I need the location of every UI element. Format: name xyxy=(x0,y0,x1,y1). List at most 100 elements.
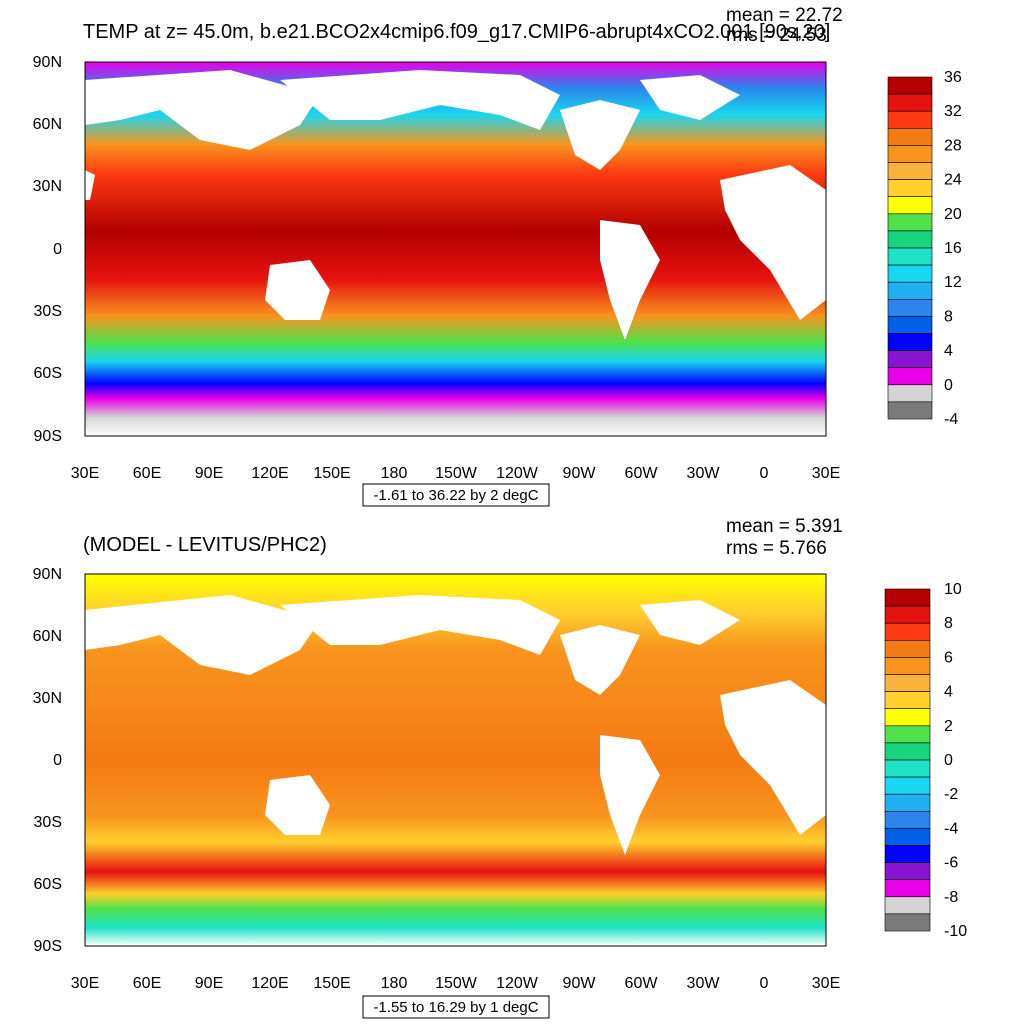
panel-2-mean: mean = 5.391 xyxy=(726,516,843,537)
colorbar-label: -2 xyxy=(944,786,958,803)
colorbar-swatch xyxy=(887,298,933,317)
colorbar-label: -10 xyxy=(944,923,967,940)
lat-tick-label: 30S xyxy=(34,814,62,831)
colorbar-swatch xyxy=(887,213,933,232)
lat-tick-label: 60S xyxy=(34,365,62,382)
colorbar-swatch xyxy=(887,281,933,300)
panel-2-range-box: -1.55 to 16.29 by 1 degC xyxy=(362,995,550,1019)
colorbar-swatch xyxy=(884,691,931,709)
lon-tick-label: 120W xyxy=(496,465,539,482)
panel-2-lon-axis: 30E 60E 90E 120E 150E 180 150W 120W 90W … xyxy=(71,975,840,992)
lon-tick-label: 60W xyxy=(625,465,659,482)
colorbar-label: 10 xyxy=(944,581,962,598)
lon-tick-label: 150W xyxy=(435,975,478,992)
lon-tick-label: 90E xyxy=(195,465,223,482)
lon-tick-label: 30E xyxy=(812,975,840,992)
lon-tick-label: 60E xyxy=(133,975,161,992)
colorbar-swatch xyxy=(887,110,933,129)
colorbar-swatch xyxy=(884,639,931,658)
lon-tick-label: 150W xyxy=(435,465,478,482)
lon-tick-label: 60W xyxy=(625,975,659,992)
panel-1-lon-axis: 30E 60E 90E 120E 150E 180 150W 120W 90W … xyxy=(71,465,840,482)
panel-2-rms: rms = 5.766 xyxy=(726,538,827,559)
colorbar-swatch xyxy=(884,879,931,898)
colorbar-swatch xyxy=(884,776,931,795)
colorbar-label: 2 xyxy=(944,718,953,735)
colorbar-swatch xyxy=(884,742,931,761)
lon-tick-label: 30E xyxy=(71,975,99,992)
panel-2-colorbar: 10 8 6 4 2 0 -2 -4 -6 -8 -10 xyxy=(884,581,967,940)
panel-1-range-label: -1.61 to 36.22 by 2 degC xyxy=(373,487,538,504)
colorbar-label: 0 xyxy=(944,752,953,769)
colorbar-swatch xyxy=(884,913,931,932)
colorbar-swatch xyxy=(884,862,931,880)
colorbar-swatch xyxy=(887,76,933,95)
panel-2-range-label: -1.55 to 16.29 by 1 degC xyxy=(373,999,538,1016)
colorbar-label: 12 xyxy=(944,274,962,291)
lat-tick-label: 60N xyxy=(33,628,62,645)
colorbar-label: 24 xyxy=(944,172,962,189)
panel-1-title: TEMP at z= 45.0m, b.e21.BCO2x4cmip6.f09_… xyxy=(83,21,830,43)
lat-tick-label: 0 xyxy=(53,241,62,258)
colorbar-label: -4 xyxy=(944,411,958,428)
colorbar-swatch xyxy=(887,350,933,369)
lon-tick-label: 150E xyxy=(313,975,350,992)
lon-tick-label: 180 xyxy=(381,975,408,992)
colorbar-label: 32 xyxy=(944,103,962,120)
colorbar-swatch xyxy=(887,333,933,351)
lon-tick-label: 60E xyxy=(133,465,161,482)
panel-2-land xyxy=(85,595,826,855)
lon-tick-label: 90W xyxy=(563,975,597,992)
colorbar-swatch xyxy=(887,384,933,403)
colorbar-label: -4 xyxy=(944,820,958,837)
lat-tick-label: 90N xyxy=(33,566,62,583)
lon-tick-label: 90W xyxy=(563,465,597,482)
colorbar-swatch xyxy=(884,896,931,915)
colorbar-swatch xyxy=(887,93,933,112)
panel-1-rms: rms = 24.53 xyxy=(726,25,827,46)
colorbar-label: 8 xyxy=(944,615,953,632)
lat-tick-label: 0 xyxy=(53,752,62,769)
colorbar-label: 0 xyxy=(944,377,953,394)
colorbar-swatch xyxy=(887,316,933,334)
panel-2-map xyxy=(84,573,827,947)
colorbar-swatch xyxy=(887,264,933,283)
lon-tick-label: 30E xyxy=(71,465,99,482)
colorbar-swatch xyxy=(884,605,931,624)
panel-1-land xyxy=(85,70,826,340)
lon-tick-label: 30E xyxy=(812,465,840,482)
lat-tick-label: 30N xyxy=(33,690,62,707)
colorbar-swatch xyxy=(887,128,933,146)
colorbar-swatch xyxy=(884,810,931,829)
colorbar-swatch xyxy=(884,622,931,641)
panel-1-range-box: -1.61 to 36.22 by 2 degC xyxy=(362,483,550,507)
lat-tick-label: 90S xyxy=(34,428,62,445)
lat-tick-label: 60N xyxy=(33,116,62,133)
lat-tick-label: 60S xyxy=(34,876,62,893)
colorbar-swatch xyxy=(884,845,931,863)
lat-tick-label: 90S xyxy=(34,938,62,955)
colorbar-swatch xyxy=(887,179,933,198)
colorbar-swatch xyxy=(884,674,931,692)
lon-tick-label: 0 xyxy=(760,465,769,482)
panel-2-lat-axis: 90N 60N 30N 0 30S 60S 90S xyxy=(33,566,62,955)
colorbar-label: 20 xyxy=(944,206,962,223)
colorbar-swatch xyxy=(887,162,933,180)
panel-1-mean: mean = 22.72 xyxy=(726,5,843,26)
colorbar-swatch xyxy=(884,725,931,744)
panel-difference: (MODEL - LEVITUS/PHC2) mean = 5.391 rms … xyxy=(33,516,967,1019)
colorbar-swatch xyxy=(887,247,933,266)
lon-tick-label: 0 xyxy=(760,975,769,992)
lon-tick-label: 150E xyxy=(313,465,350,482)
lat-tick-label: 90N xyxy=(33,54,62,71)
panel-1-map xyxy=(84,61,827,437)
lon-tick-label: 90E xyxy=(195,975,223,992)
colorbar-label: 6 xyxy=(944,649,953,666)
lon-tick-label: 180 xyxy=(381,465,408,482)
panel-1-lat-axis: 90N 60N 30N 0 30S 60S 90S xyxy=(33,54,62,445)
colorbar-swatch xyxy=(884,828,931,846)
colorbar-swatch xyxy=(884,793,931,812)
colorbar-swatch xyxy=(884,708,931,727)
colorbar-swatch xyxy=(884,588,931,607)
colorbar-swatch xyxy=(884,759,931,778)
